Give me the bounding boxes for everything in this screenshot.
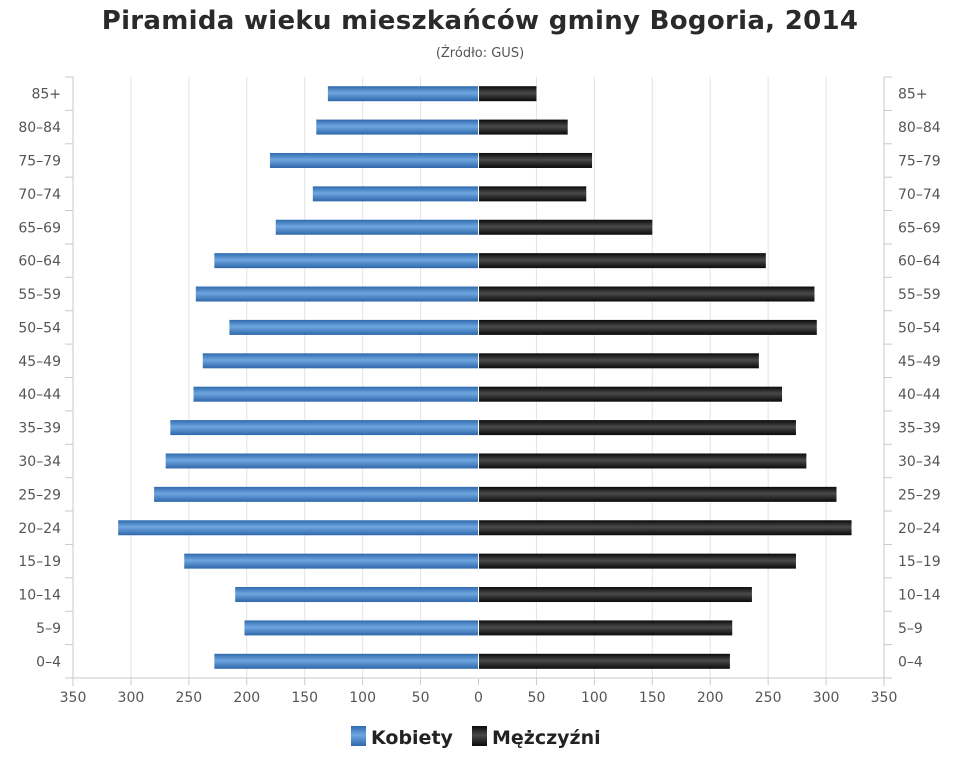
chart-subtitle: (Źródło: GUS) (435, 46, 525, 61)
y-tick-label-left: 35–39 (18, 421, 61, 437)
y-tick-label-left: 80–84 (18, 120, 61, 136)
bar-kobiety-30–34 (165, 453, 479, 469)
bar-mezczyzni-15–19 (478, 553, 796, 569)
y-tick-label-right: 30–34 (898, 454, 941, 470)
y-tick-label-right: 65–69 (898, 220, 941, 236)
x-tick-label: 100 (581, 690, 608, 706)
y-tick-label-right: 55–59 (898, 287, 941, 303)
x-tick-label: 250 (175, 690, 202, 706)
x-tick-label: 200 (233, 690, 260, 706)
y-tick-label-right: 60–64 (898, 254, 941, 270)
x-tick-label: 100 (349, 690, 376, 706)
chart-title: Piramida wieku mieszkańców gminy Bogoria… (101, 6, 859, 36)
y-tick-label-right: 15–19 (898, 554, 941, 570)
bar-mezczyzni-25–29 (478, 486, 837, 502)
bar-mezczyzni-75–79 (478, 152, 593, 168)
bar-kobiety-85+ (327, 86, 479, 102)
bar-mezczyzni-35–39 (478, 420, 796, 436)
bar-mezczyzni-40–44 (478, 386, 783, 402)
y-tick-label-left: 25–29 (18, 487, 61, 503)
y-tick-label-right: 50–54 (898, 320, 941, 336)
bar-kobiety-5–9 (244, 620, 479, 636)
y-tick-label-right: 10–14 (898, 588, 941, 604)
legend-swatch-mezczyzni[interactable] (472, 726, 487, 746)
bar-kobiety-25–29 (154, 486, 479, 502)
x-tick-label: 350 (871, 690, 898, 706)
x-tick-label: 50 (528, 690, 546, 706)
y-tick-label-right: 85+ (898, 87, 928, 103)
bar-mezczyzni-45–49 (478, 353, 759, 369)
bar-kobiety-80–84 (316, 119, 479, 135)
bar-mezczyzni-20–24 (478, 520, 852, 536)
y-tick-label-right: 20–24 (898, 521, 941, 537)
y-tick-label-left: 75–79 (18, 153, 61, 169)
bar-kobiety-35–39 (170, 420, 479, 436)
x-tick-label: 200 (697, 690, 724, 706)
y-tick-label-right: 5–9 (898, 621, 923, 637)
bar-mezczyzni-10–14 (478, 587, 752, 603)
legend-label-kobiety[interactable]: Kobiety (371, 727, 454, 749)
y-tick-label-right: 70–74 (898, 187, 941, 203)
bar-kobiety-10–14 (235, 587, 479, 603)
bar-kobiety-70–74 (312, 186, 479, 202)
y-tick-label-left: 5–9 (36, 621, 61, 637)
bar-mezczyzni-60–64 (478, 253, 766, 269)
legend-swatch-kobiety[interactable] (351, 726, 366, 746)
bar-mezczyzni-70–74 (478, 186, 587, 202)
y-tick-label-right: 40–44 (898, 387, 941, 403)
bar-kobiety-45–49 (202, 353, 479, 369)
y-tick-label-left: 70–74 (18, 187, 61, 203)
y-tick-label-left: 60–64 (18, 254, 61, 270)
bar-mezczyzni-5–9 (478, 620, 733, 636)
y-tick-label-left: 65–69 (18, 220, 61, 236)
x-tick-label: 300 (813, 690, 840, 706)
y-tick-label-left: 50–54 (18, 320, 61, 336)
y-tick-label-left: 40–44 (18, 387, 61, 403)
bar-mezczyzni-0–4 (478, 653, 730, 669)
legend-label-mezczyzni[interactable]: Mężczyźni (492, 727, 601, 749)
y-tick-label-left: 10–14 (18, 588, 61, 604)
x-tick-label: 0 (474, 690, 483, 706)
x-tick-label: 250 (755, 690, 782, 706)
bar-kobiety-60–64 (214, 253, 479, 269)
bar-mezczyzni-50–54 (478, 319, 817, 335)
y-tick-label-left: 85+ (31, 87, 61, 103)
x-tick-label: 50 (412, 690, 430, 706)
bar-kobiety-65–69 (275, 219, 479, 235)
bar-mezczyzni-65–69 (478, 219, 653, 235)
bar-kobiety-75–79 (269, 152, 479, 168)
bar-kobiety-50–54 (229, 319, 479, 335)
bar-kobiety-55–59 (195, 286, 479, 302)
y-tick-label-right: 75–79 (898, 153, 941, 169)
y-tick-label-left: 20–24 (18, 521, 61, 537)
y-tick-label-left: 30–34 (18, 454, 61, 470)
bar-mezczyzni-30–34 (478, 453, 807, 469)
y-tick-label-right: 45–49 (898, 354, 941, 370)
x-tick-label: 300 (118, 690, 145, 706)
bar-kobiety-15–19 (184, 553, 479, 569)
bar-kobiety-0–4 (214, 653, 479, 669)
y-tick-label-right: 0–4 (898, 654, 923, 670)
y-tick-label-right: 80–84 (898, 120, 941, 136)
x-tick-label: 350 (60, 690, 87, 706)
y-tick-label-left: 45–49 (18, 354, 61, 370)
y-tick-label-right: 35–39 (898, 421, 941, 437)
y-tick-label-left: 15–19 (18, 554, 61, 570)
y-tick-label-left: 0–4 (36, 654, 61, 670)
x-tick-label: 150 (639, 690, 666, 706)
bar-kobiety-20–24 (118, 520, 479, 536)
bar-mezczyzni-55–59 (478, 286, 815, 302)
bar-mezczyzni-85+ (478, 86, 537, 102)
bar-kobiety-40–44 (193, 386, 479, 402)
y-tick-label-right: 25–29 (898, 487, 941, 503)
x-tick-label: 150 (291, 690, 318, 706)
y-tick-label-left: 55–59 (18, 287, 61, 303)
bar-mezczyzni-80–84 (478, 119, 568, 135)
